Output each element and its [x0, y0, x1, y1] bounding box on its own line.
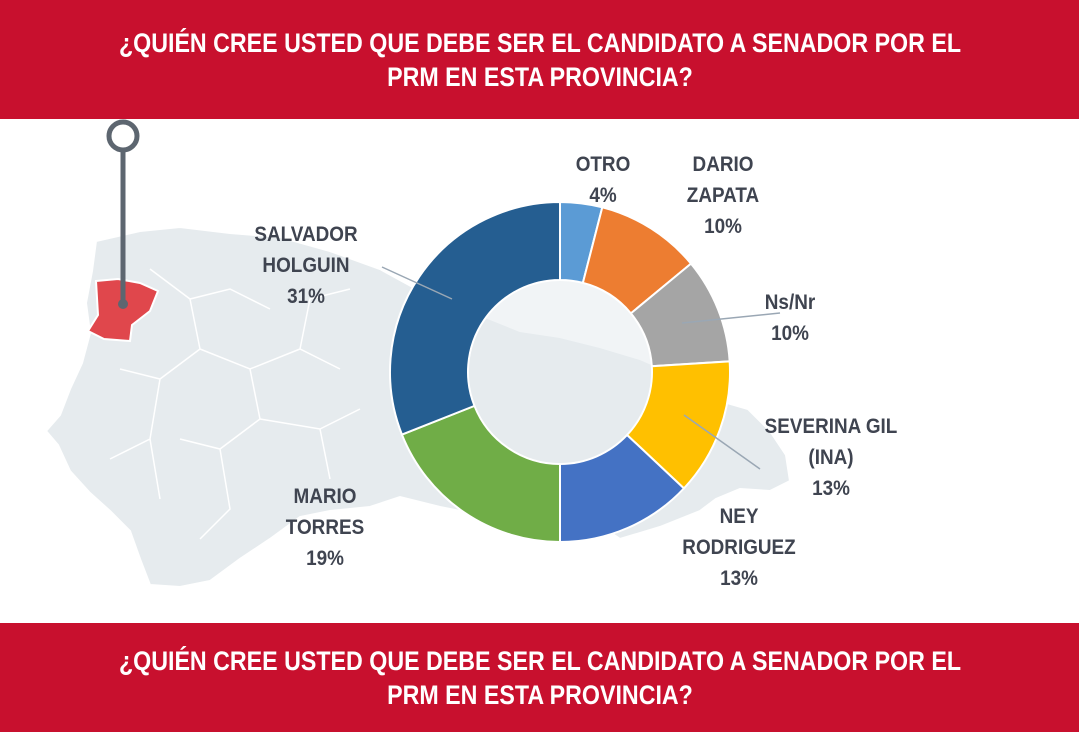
data-label: DARIO ZAPATA 10%: [660, 149, 786, 242]
province-shape: [86, 277, 160, 343]
label-name-line: TORRES: [285, 516, 365, 539]
label-name-line: ZAPATA: [686, 184, 760, 207]
data-label: SALVADOR HOLGUIN 31%: [234, 219, 378, 312]
label-name-line: SALVADOR: [254, 223, 358, 246]
label-name-line: SEVERINA GIL: [764, 415, 898, 438]
data-label: Ns/Nr 10%: [745, 287, 835, 349]
label-value: 10%: [771, 322, 809, 345]
data-label: OTRO 4%: [549, 149, 657, 211]
label-name-line: (INA): [808, 446, 854, 469]
question-footer: ¿QUIÉN CREE USTED QUE DEBE SER EL CANDID…: [118, 645, 961, 710]
question-title: ¿QUIÉN CREE USTED QUE DEBE SER EL CANDID…: [118, 27, 961, 92]
label-value: 31%: [287, 285, 325, 308]
label-value: 10%: [704, 215, 742, 238]
label-name-line: Ns/Nr: [764, 291, 816, 314]
donut-slices: [389, 200, 731, 544]
map-region-lines: [109, 268, 361, 540]
province-highlight: [86, 277, 160, 343]
label-value: 13%: [720, 567, 758, 590]
leader-line: [381, 266, 453, 300]
label-value: 13%: [812, 477, 850, 500]
label-name-line: RODRIGUEZ: [682, 536, 796, 559]
data-label: MARIO TORRES 19%: [262, 481, 388, 574]
label-name-line: HOLGUIN: [262, 254, 350, 277]
bottom-banner: ¿QUIÉN CREE USTED QUE DEBE SER EL CANDID…: [0, 623, 1079, 732]
label-name-line: NEY: [719, 505, 759, 528]
map-pin-icon: [106, 119, 140, 309]
data-label: NEY RODRIGUEZ 13%: [663, 501, 816, 594]
label-value: 19%: [306, 547, 344, 570]
label-name-line: MARIO: [293, 485, 357, 508]
slice-mario-torres: [400, 404, 561, 544]
leader-lines: [381, 266, 781, 470]
donut-hole: [469, 281, 651, 463]
chart-area: OTRO 4% DARIO ZAPATA 10% Ns/Nr 10% SEVERINA GIL…: [0, 119, 1079, 719]
slice-salvador-holguin: [389, 200, 561, 436]
leader-line: [683, 414, 761, 470]
top-banner: ¿QUIÉN CREE USTED QUE DEBE SER EL CANDID…: [0, 0, 1079, 119]
data-label: SEVERINA GIL (INA) 13%: [750, 411, 912, 504]
label-value: 4%: [589, 184, 617, 207]
donut-chart: [44, 119, 792, 589]
label-name-line: DARIO: [692, 153, 754, 176]
label-name-line: OTRO: [575, 153, 631, 176]
leader-line: [681, 312, 781, 324]
